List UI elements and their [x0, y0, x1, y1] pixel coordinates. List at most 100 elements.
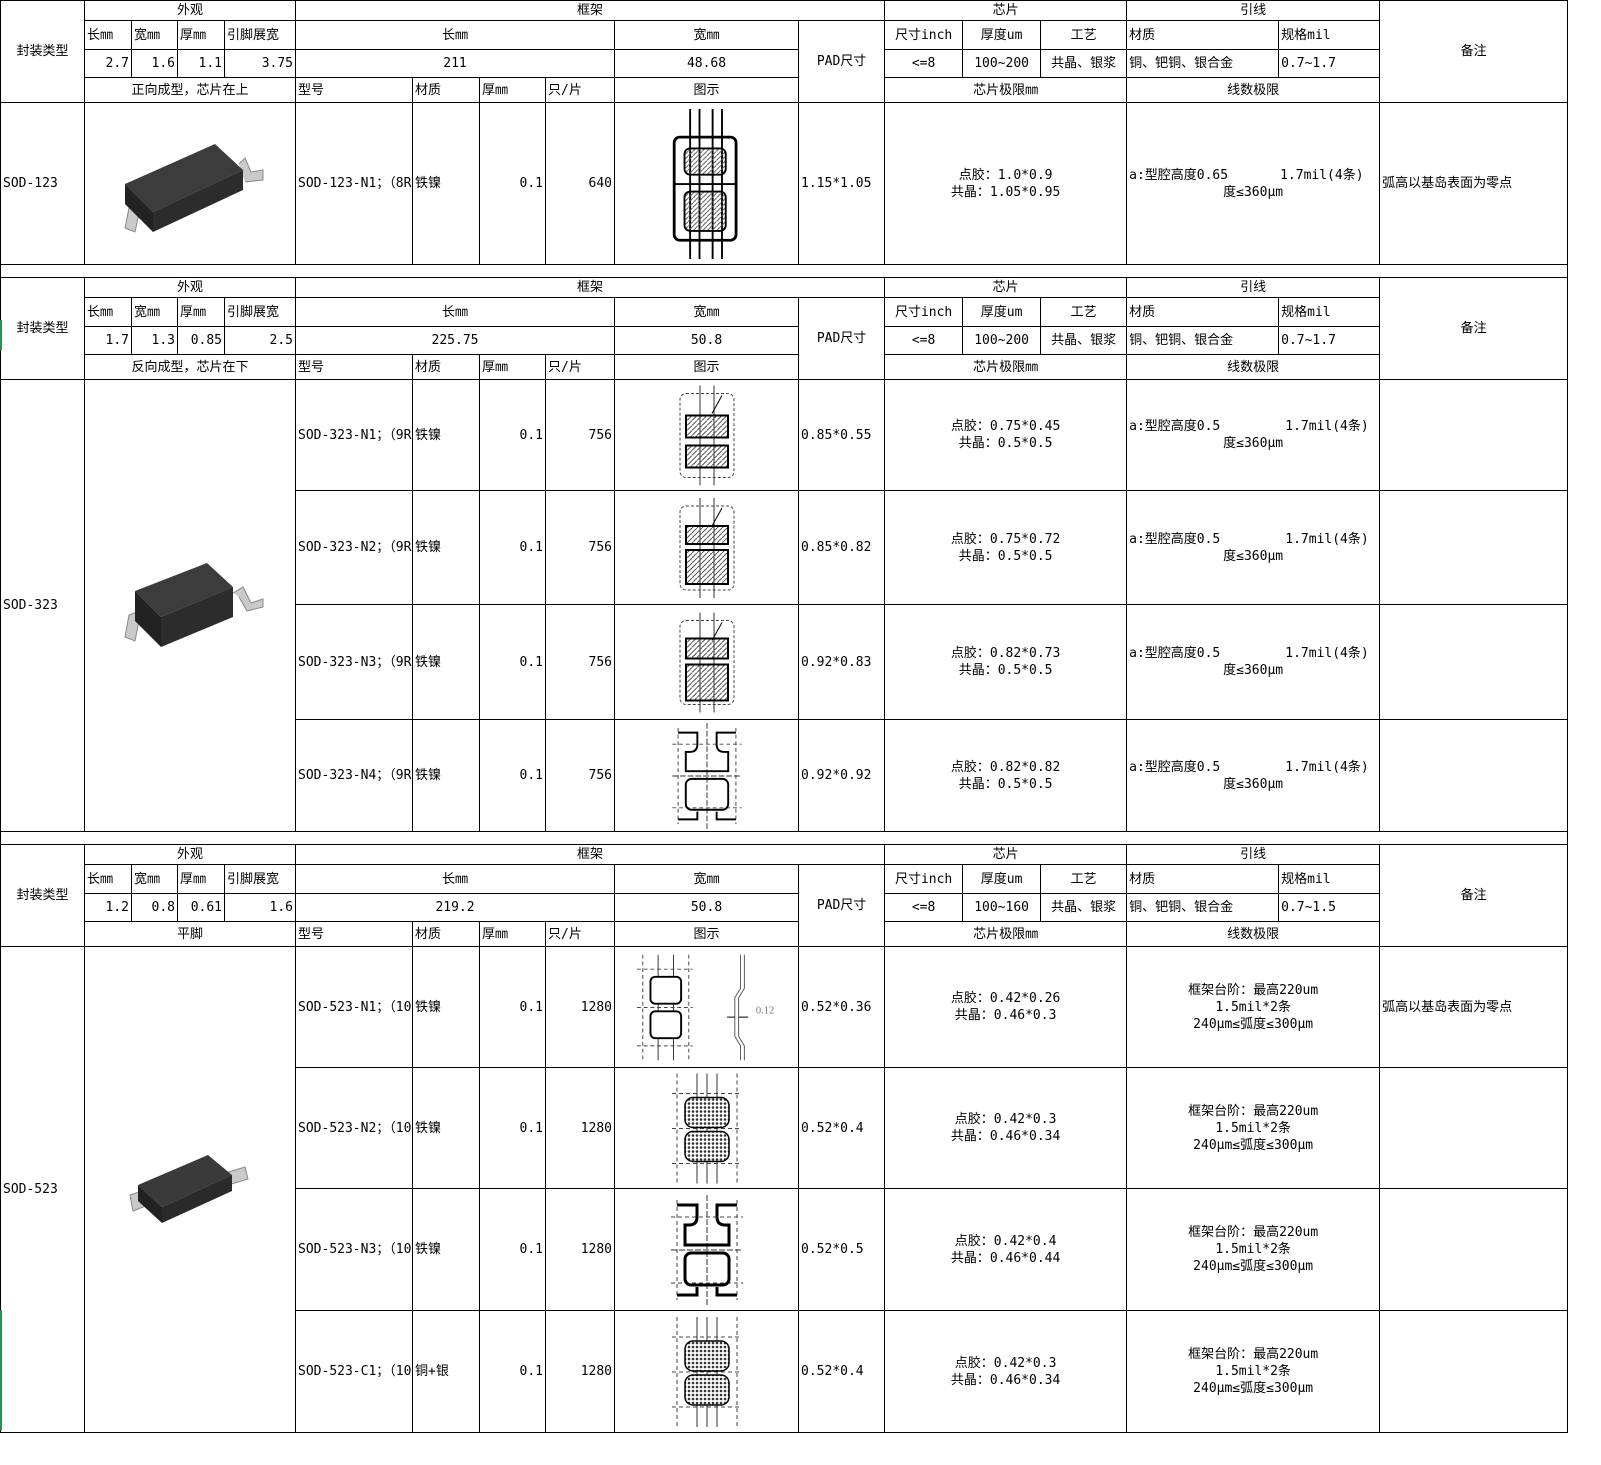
model: SOD-323-N2；（9R，不对称小基岛）	[295, 490, 414, 605]
dim-lead-span: 1.6	[223, 893, 297, 922]
package-photo-icon	[87, 551, 293, 661]
material: 铁镍	[412, 1067, 481, 1189]
wire-limit-line: a:型腔高度0.5 1.7mil(4条) 260μm≤弧	[1129, 646, 1379, 661]
wire-limit: 框架台阶：最高220um 1.5mil*2条 240μm≤弧度≤300μm	[1126, 946, 1381, 1068]
chip-limit-line: 点胶：0.82*0.73	[950, 646, 1061, 661]
pad-size: 0.85*0.55	[798, 379, 886, 491]
header-frame-width: 宽㎜	[614, 20, 800, 50]
wire-limit-line: 1.5mil*2条	[1215, 1242, 1291, 1257]
thickness: 0.1	[479, 490, 547, 605]
wire-limit: a:型腔高度0.5 1.7mil(4条) 260μm≤弧度≤360μm	[1126, 604, 1381, 720]
header-frame: 框架	[295, 844, 886, 865]
header-chip: 芯片	[884, 844, 1128, 865]
model: SOD-523-C1；（10R，不对称基岛）	[295, 1310, 414, 1433]
per-strip: 640	[545, 102, 616, 265]
header-wire-material: 材质	[1126, 864, 1280, 894]
leadframe-diagram-icon	[616, 1071, 798, 1186]
remark	[1379, 490, 1569, 605]
thickness: 0.1	[479, 1067, 547, 1189]
header-chip-thickness: 厚度um	[962, 864, 1042, 894]
model: SOD-523-N1；（10R，对称基岛）	[295, 946, 414, 1068]
per-strip: 1280	[545, 946, 616, 1068]
chip-process: 共晶、银浆	[1040, 326, 1128, 355]
header-chip-size: 尺寸inch	[884, 297, 964, 327]
header-frame-length: 长㎜	[295, 297, 616, 327]
pad-size: 0.85*0.82	[798, 490, 886, 605]
header-remark: 备注	[1379, 277, 1569, 380]
material: 铁镍	[412, 490, 481, 605]
header-wire-limit: 线数极限	[1126, 354, 1381, 380]
per-strip: 756	[545, 490, 616, 605]
header-thickness: 厚㎜	[177, 864, 225, 894]
header-package-type: 封装类型	[0, 0, 85, 103]
wire-limit-line: 240μm≤弧度≤300μm	[1193, 1259, 1314, 1274]
material: 铁镍	[412, 1188, 481, 1311]
wire-limit-line: 240μm≤弧度≤300μm	[1193, 1137, 1314, 1153]
header-chip: 芯片	[884, 0, 1128, 21]
chip-limit: 点胶：0.42*0.3 共晶：0.46*0.34	[884, 1310, 1128, 1433]
header-process: 工艺	[1040, 864, 1128, 894]
header-per-strip: 只/片	[545, 354, 616, 380]
per-strip: 756	[545, 719, 616, 832]
header-wire-material: 材质	[1126, 20, 1280, 50]
chip-size: <=8	[884, 893, 964, 922]
header-chip-thickness: 厚度um	[962, 20, 1042, 50]
wire-limit: 框架台阶：最高220um 1.5mil*2条 240μm≤弧度≤300μm	[1126, 1188, 1381, 1311]
header-frame-thickness: 厚㎜	[479, 354, 547, 380]
package-photo-icon	[87, 1135, 293, 1245]
leadframe-diagram	[614, 490, 800, 605]
wire-limit-line: 度≤360μm	[1223, 663, 1284, 678]
thickness: 0.1	[479, 946, 547, 1068]
row-marker	[0, 320, 2, 350]
leadframe-diagram	[614, 604, 800, 720]
leadframe-diagram: 0.12	[614, 946, 800, 1068]
model: SOD-123-N1；（8R，不对称基岛）	[295, 102, 414, 265]
wire-limit: a:型腔高度0.5 1.7mil(4条) 260μm≤弧度≤360μm	[1126, 490, 1381, 605]
material: 铁镍	[412, 604, 481, 720]
table-row: SOD-323SOD-323-N1；（9R，对称基岛）铁镍0.17560.85*…	[0, 379, 1569, 832]
header-frame-thickness: 厚㎜	[479, 921, 547, 947]
package-image	[83, 379, 297, 832]
header-model: 型号	[295, 77, 414, 103]
package-name: SOD-523	[0, 946, 85, 1433]
chip-limit: 点胶：1.0*0.9 共晶：1.05*0.95	[884, 102, 1128, 265]
wire-limit-line: 度≤360μm	[1223, 548, 1284, 564]
material: 铁镍	[412, 102, 481, 265]
pad-size: 0.92*0.92	[798, 719, 886, 832]
model: SOD-523-N3；（10R，不对称大基岛）	[295, 1188, 414, 1311]
package-image	[83, 102, 297, 265]
section-gap	[0, 265, 1568, 277]
chip-thickness: 100~200	[962, 326, 1042, 355]
header-lead-span: 引脚展宽	[223, 864, 297, 894]
wire-limit-line: 1.5mil*2条	[1215, 999, 1291, 1015]
dim-width: 1.3	[131, 326, 178, 355]
dim-thickness: 1.1	[177, 49, 225, 78]
row-marker	[0, 1310, 2, 1430]
package-photo-icon	[87, 124, 293, 244]
header-chip-size: 尺寸inch	[884, 864, 964, 894]
dim-length: 1.2	[84, 893, 132, 922]
model: SOD-323-N3；（9R，不对称大基岛）	[295, 604, 414, 720]
chip-limit-line: 共晶：0.5*0.5	[958, 436, 1053, 451]
header-chip-thickness: 厚度um	[962, 297, 1042, 327]
leadframe-diagram-icon	[616, 1314, 798, 1430]
header-wire-limit: 线数极限	[1126, 77, 1381, 103]
frame-length: 219.2	[295, 893, 616, 922]
dim-thickness: 0.85	[177, 326, 225, 355]
header-chip-size: 尺寸inch	[884, 20, 964, 50]
chip-limit-line: 点胶：1.0*0.9	[958, 167, 1053, 183]
header-length: 长㎜	[84, 297, 132, 327]
leadframe-diagram-icon	[616, 108, 798, 259]
wire-spec: 0.7~1.7	[1278, 326, 1381, 355]
header-package-type: 封装类型	[0, 844, 85, 947]
chip-limit-line: 共晶：0.5*0.5	[958, 776, 1053, 792]
header-wire: 引线	[1126, 277, 1381, 298]
chip-limit-line: 点胶：0.75*0.72	[950, 531, 1061, 547]
header-frame-width: 宽㎜	[614, 864, 800, 894]
material: 铁镍	[412, 946, 481, 1068]
header-chip: 芯片	[884, 277, 1128, 298]
wire-material: 铜、钯铜、银合金	[1126, 893, 1280, 922]
wire-limit-line: 1.5mil*2条	[1215, 1364, 1291, 1379]
wire-material: 铜、钯铜、银合金	[1126, 326, 1280, 355]
